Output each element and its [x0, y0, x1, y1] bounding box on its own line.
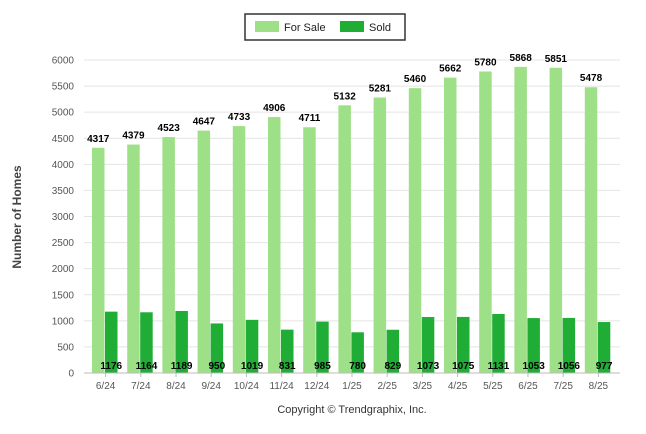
- bar-sold: [105, 311, 118, 373]
- data-label-sold: 950: [209, 361, 226, 372]
- bar-sold: [281, 329, 294, 373]
- legend-swatch-sold: [340, 21, 364, 32]
- y-axis-title: Number of Homes: [10, 165, 24, 269]
- data-label-sold: 1176: [100, 361, 122, 372]
- x-tick-label: 9/24: [201, 381, 221, 392]
- x-tick-label: 2/25: [377, 381, 397, 392]
- bar-sold: [597, 322, 611, 373]
- bar-for-sale: [268, 117, 281, 373]
- bar-for-sale: [197, 130, 211, 373]
- y-tick-label: 4000: [52, 160, 75, 171]
- data-label-for-sale: 5662: [439, 64, 462, 75]
- bar-for-sale: [514, 66, 527, 374]
- data-label-sold: 829: [385, 361, 402, 372]
- x-tick-label: 12/24: [304, 381, 329, 392]
- data-labels: 4317 1176 4379 1164 4523 1189 4647 950 4733 1019 4…: [87, 53, 613, 372]
- data-label-for-sale: 4317: [87, 134, 110, 145]
- data-label-sold: 1164: [136, 361, 158, 372]
- bar-for-sale: [127, 144, 140, 373]
- bar-for-sale: [444, 77, 457, 374]
- x-tick-label: 7/24: [131, 381, 151, 392]
- y-tick-label: 6000: [52, 56, 75, 67]
- y-tick-label: 1500: [52, 290, 75, 301]
- x-tick-label: 5/25: [483, 381, 503, 392]
- y-tick-label: 3500: [52, 186, 75, 197]
- y-tick-label: 0: [68, 369, 74, 380]
- bar-sold: [386, 329, 400, 373]
- bar-sold: [351, 332, 364, 373]
- y-tick-label: 2500: [52, 238, 75, 249]
- y-tick-label: 1000: [52, 316, 75, 327]
- x-tick-label: 6/25: [518, 381, 538, 392]
- bar-sold: [175, 310, 188, 373]
- legend-swatch-for-sale: [255, 21, 279, 32]
- bar-for-sale: [232, 126, 246, 373]
- legend: For Sale Sold: [244, 13, 406, 41]
- bars: [92, 66, 611, 374]
- bar-for-sale: [479, 71, 492, 373]
- data-label-sold: 1131: [488, 361, 510, 372]
- data-label-sold: 1053: [523, 361, 546, 372]
- data-label-sold: 780: [349, 361, 366, 372]
- y-tick-label: 5500: [52, 82, 75, 93]
- x-tick-label: 11/24: [269, 381, 294, 392]
- data-label-sold: 1075: [452, 361, 475, 372]
- bar-for-sale: [303, 127, 316, 374]
- data-label-sold: 1019: [241, 361, 264, 372]
- bar-sold: [492, 313, 505, 373]
- x-tick-label: 7/25: [553, 381, 573, 392]
- bar-for-sale: [584, 87, 598, 373]
- axes: 0 500 1000 1500 2000 2500 3000 3500 4000 4500 5000…: [52, 56, 620, 392]
- y-tick-label: 5000: [52, 108, 75, 119]
- legend-label-for-sale: For Sale: [284, 22, 326, 34]
- x-tick-label: 3/25: [413, 381, 433, 392]
- bar-sold: [562, 317, 576, 373]
- bar-for-sale: [408, 88, 422, 374]
- y-tick-label: 500: [57, 342, 74, 353]
- bar-sold: [316, 321, 329, 373]
- x-tick-label: 4/25: [448, 381, 468, 392]
- data-label-for-sale: 4733: [228, 112, 251, 123]
- x-tick-label: 10/24: [234, 381, 259, 392]
- data-label-sold: 985: [314, 361, 331, 372]
- data-label-sold: 1073: [417, 361, 440, 372]
- bar-for-sale: [338, 105, 351, 373]
- data-label-sold: 831: [279, 361, 296, 372]
- bar-for-sale: [92, 147, 105, 373]
- data-label-for-sale: 4711: [299, 113, 321, 124]
- x-tick-label: 6/24: [96, 381, 116, 392]
- bar-for-sale: [162, 137, 175, 373]
- copyright-text: Copyright © Trendgraphix, Inc.: [277, 404, 426, 416]
- data-label-for-sale: 4379: [122, 131, 145, 142]
- bar-sold: [210, 323, 224, 373]
- data-label-for-sale: 4906: [263, 103, 286, 114]
- bar-for-sale: [549, 67, 563, 374]
- data-label-for-sale: 5851: [545, 54, 568, 65]
- bar-sold: [457, 316, 470, 373]
- x-tick-label: 8/25: [589, 381, 609, 392]
- data-label-for-sale: 5868: [510, 53, 533, 64]
- data-label-sold: 977: [596, 361, 613, 372]
- y-tick-label: 3000: [52, 212, 75, 223]
- bar-sold: [140, 312, 153, 373]
- x-tick-label: 1/25: [342, 381, 362, 392]
- bar-sold: [421, 317, 435, 373]
- data-label-for-sale: 5132: [334, 91, 357, 102]
- data-label-for-sale: 5478: [580, 73, 603, 84]
- data-label-for-sale: 4647: [193, 117, 216, 128]
- data-label-sold: 1056: [558, 361, 581, 372]
- bar-for-sale: [373, 97, 387, 373]
- legend-label-sold: Sold: [369, 22, 391, 34]
- bar-sold: [527, 318, 540, 373]
- x-tick-label: 8/24: [166, 381, 186, 392]
- data-label-for-sale: 5780: [474, 57, 497, 68]
- bar-sold: [245, 319, 259, 373]
- data-label-for-sale: 5281: [369, 84, 392, 95]
- y-tick-label: 4500: [52, 134, 75, 145]
- data-label-for-sale: 5460: [404, 74, 427, 85]
- data-label-sold: 1189: [171, 361, 193, 372]
- y-tick-label: 2000: [52, 264, 75, 275]
- data-label-for-sale: 4523: [158, 123, 181, 134]
